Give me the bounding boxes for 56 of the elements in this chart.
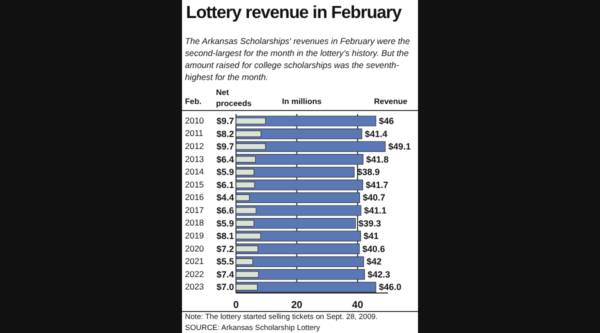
data-label: $42 [366, 256, 382, 267]
series-label: Net proceeds [216, 87, 253, 109]
bar [236, 192, 360, 204]
y-tick-label: 2022 [185, 268, 204, 279]
bar [236, 166, 355, 178]
y-tick-label: 2010 [185, 115, 204, 126]
data-label: $6.4 [216, 154, 234, 164]
y-tick-label: 2018 [185, 218, 204, 228]
data-label: $5.9 [216, 218, 234, 228]
y-tick-label: 2020 [185, 243, 204, 254]
bar [236, 282, 376, 293]
bar [236, 218, 356, 229]
y-tick-label: 2012 [185, 140, 204, 151]
x-axis-title: In millions [282, 97, 322, 106]
data-label: $46.0 [378, 282, 402, 292]
data-label: $41.1 [364, 206, 386, 216]
y-tick-label: 2017 [185, 204, 204, 215]
y-tick-label: 2023 [185, 282, 204, 292]
x-tick-label: 20 [291, 300, 303, 312]
bar [236, 256, 364, 267]
y-tick-label: 2015 [185, 179, 204, 190]
x-tick-label: 40 [352, 300, 364, 312]
chart-title: Lottery revenue in February [186, 2, 402, 23]
data-label: $9.7 [216, 116, 234, 126]
data-label: $7.2 [216, 244, 234, 254]
chart-subtitle: The Arkansas Scholarships' revenues in February were the second-largest for the month in the lottery's history. But the amount raised for college scholarships was the seventh-highest for the month. [185, 35, 411, 83]
y-axis-title: Feb. [185, 97, 202, 106]
data-label: $4.4 [216, 192, 234, 203]
data-label: $40.7 [362, 192, 386, 203]
series-label: Revenue [374, 97, 408, 106]
y-tick-label: 2014 [185, 166, 204, 177]
data-label: $8.2 [216, 128, 234, 139]
data-label: $7.4 [216, 269, 234, 280]
y-tick-label: 2013 [185, 154, 204, 164]
data-label: $8.1 [216, 231, 234, 242]
data-label: $5.9 [216, 167, 234, 178]
data-label: $7.0 [216, 282, 234, 292]
data-label: $46 [378, 116, 394, 126]
y-tick-label: 2016 [185, 192, 204, 202]
bar [236, 154, 364, 165]
data-label: $42.3 [368, 269, 390, 280]
y-tick-label: 2011 [185, 128, 204, 138]
data-label: $9.7 [216, 142, 234, 152]
data-label: $49.1 [388, 142, 411, 152]
data-label: $41.7 [366, 180, 388, 190]
data-label: $40.6 [362, 244, 385, 254]
x-tick-label: 0 [233, 300, 240, 312]
data-label: $5.5 [216, 256, 234, 267]
data-label: $6.6 [216, 206, 234, 216]
data-label: $6.1 [216, 180, 234, 190]
data-label: $41.4 [364, 128, 388, 139]
data-label: $41.8 [366, 154, 389, 164]
y-tick-label: 2021 [185, 256, 204, 266]
data-label: $39.3 [358, 218, 382, 228]
data-label: $41 [364, 231, 379, 242]
y-tick-label: 2019 [185, 230, 204, 240]
